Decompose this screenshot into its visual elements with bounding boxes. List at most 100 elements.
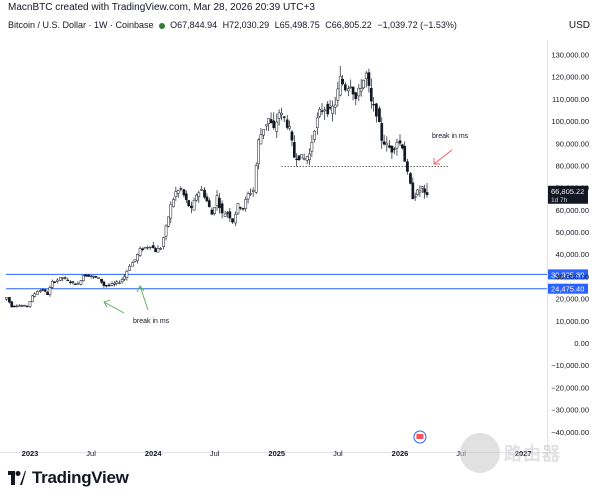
candle[interactable]	[372, 97, 376, 112]
candle[interactable]	[25, 305, 29, 308]
candle[interactable]	[226, 210, 229, 218]
candle[interactable]	[351, 86, 355, 101]
candle[interactable]	[220, 200, 224, 219]
candle[interactable]	[154, 246, 157, 253]
candle[interactable]	[343, 81, 347, 92]
candle[interactable]	[349, 79, 353, 89]
candle[interactable]	[292, 135, 296, 159]
candle[interactable]	[380, 117, 384, 149]
candle[interactable]	[176, 189, 180, 198]
candle[interactable]	[244, 196, 248, 212]
candle[interactable]	[179, 186, 183, 192]
candle[interactable]	[197, 190, 201, 203]
candle[interactable]	[156, 245, 160, 253]
candle[interactable]	[104, 284, 108, 288]
candle[interactable]	[184, 190, 188, 203]
candle[interactable]	[89, 275, 93, 279]
candle[interactable]	[125, 269, 129, 281]
candle[interactable]	[159, 246, 162, 251]
candle[interactable]	[275, 113, 279, 138]
candle[interactable]	[148, 246, 152, 251]
candle[interactable]	[84, 274, 88, 277]
candle[interactable]	[302, 153, 306, 161]
candle[interactable]	[357, 83, 361, 102]
candle[interactable]	[338, 65, 342, 97]
candle[interactable]	[76, 281, 80, 285]
candle[interactable]	[97, 277, 100, 279]
candle[interactable]	[282, 115, 286, 123]
candle[interactable]	[102, 280, 106, 288]
candle[interactable]	[20, 304, 24, 307]
candle[interactable]	[138, 246, 142, 257]
candle[interactable]	[195, 193, 198, 202]
candle[interactable]	[300, 154, 303, 159]
candle[interactable]	[259, 128, 263, 145]
candle[interactable]	[66, 277, 70, 282]
candle[interactable]	[136, 253, 139, 264]
candle[interactable]	[413, 192, 417, 201]
candle[interactable]	[87, 274, 90, 277]
candle[interactable]	[267, 118, 271, 131]
candle[interactable]	[382, 134, 386, 146]
candle[interactable]	[331, 100, 334, 122]
candle[interactable]	[8, 296, 11, 304]
candle[interactable]	[425, 183, 429, 198]
candle[interactable]	[254, 162, 258, 195]
candle[interactable]	[59, 277, 62, 282]
candle[interactable]	[277, 109, 281, 126]
candle[interactable]	[308, 148, 311, 166]
candle[interactable]	[167, 216, 170, 228]
candle[interactable]	[143, 247, 147, 249]
candle[interactable]	[79, 280, 83, 286]
candle[interactable]	[55, 278, 59, 284]
candle[interactable]	[403, 141, 407, 162]
candle[interactable]	[320, 102, 324, 115]
candle[interactable]	[110, 281, 114, 287]
candle[interactable]	[390, 145, 394, 159]
candle[interactable]	[411, 177, 415, 200]
candle[interactable]	[295, 153, 299, 167]
current-price-tag[interactable]	[548, 185, 588, 204]
candle[interactable]	[238, 206, 242, 211]
candle[interactable]	[200, 185, 203, 191]
candle[interactable]	[318, 106, 322, 118]
candle[interactable]	[43, 288, 47, 293]
candle[interactable]	[113, 281, 116, 287]
candle[interactable]	[409, 172, 412, 185]
candle[interactable]	[369, 78, 373, 109]
annotation-break-top[interactable]: break in ms	[432, 133, 469, 140]
candle[interactable]	[280, 107, 283, 121]
candle[interactable]	[264, 124, 268, 131]
symbol-name[interactable]: Bitcoin / U.S. Dollar · 1W · Coinbase	[8, 20, 154, 30]
candle[interactable]	[310, 134, 314, 157]
candle[interactable]	[36, 290, 39, 295]
candle[interactable]	[120, 277, 124, 284]
candle[interactable]	[61, 277, 65, 282]
candle[interactable]	[257, 138, 260, 170]
candle[interactable]	[128, 264, 131, 272]
candle[interactable]	[406, 158, 409, 175]
candle[interactable]	[269, 112, 273, 124]
candle[interactable]	[10, 300, 14, 308]
candle[interactable]	[375, 102, 378, 123]
candle[interactable]	[362, 79, 365, 90]
candle[interactable]	[203, 187, 206, 200]
candle[interactable]	[187, 199, 191, 207]
candle[interactable]	[115, 280, 119, 286]
candle[interactable]	[169, 201, 173, 224]
candle[interactable]	[12, 305, 16, 308]
tradingview-brand[interactable]: TradingView	[8, 468, 129, 488]
candle[interactable]	[401, 143, 404, 150]
candle[interactable]	[53, 281, 56, 283]
candle[interactable]	[172, 197, 175, 208]
candle[interactable]	[231, 218, 234, 224]
candle[interactable]	[215, 190, 219, 211]
candle[interactable]	[94, 275, 98, 279]
candle[interactable]	[416, 188, 419, 196]
candle[interactable]	[251, 187, 255, 197]
candle[interactable]	[190, 201, 193, 214]
candle[interactable]	[33, 292, 37, 298]
candle[interactable]	[398, 134, 402, 147]
candle[interactable]	[73, 283, 77, 285]
